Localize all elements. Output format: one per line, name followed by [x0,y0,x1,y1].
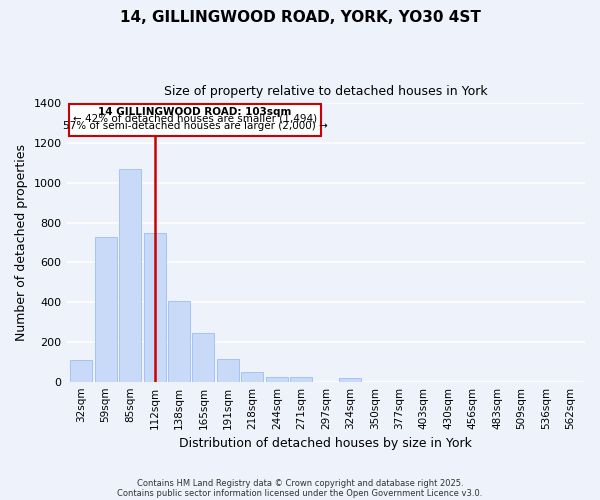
Bar [168,301,190,382]
Text: 57% of semi-detached houses are larger (2,000) →: 57% of semi-detached houses are larger (… [62,121,328,131]
Bar [241,372,263,382]
FancyBboxPatch shape [69,104,321,136]
Text: 14 GILLINGWOOD ROAD: 103sqm: 14 GILLINGWOOD ROAD: 103sqm [98,106,292,117]
Bar [119,169,141,382]
Text: 14, GILLINGWOOD ROAD, YORK, YO30 4ST: 14, GILLINGWOOD ROAD, YORK, YO30 4ST [119,10,481,25]
Bar [143,232,166,382]
Bar [193,333,214,382]
Bar [290,376,313,382]
Y-axis label: Number of detached properties: Number of detached properties [15,144,28,341]
X-axis label: Distribution of detached houses by size in York: Distribution of detached houses by size … [179,437,472,450]
Bar [70,360,92,382]
Text: Contains HM Land Registry data © Crown copyright and database right 2025.: Contains HM Land Registry data © Crown c… [137,478,463,488]
Bar [95,236,116,382]
Bar [217,359,239,382]
Bar [266,376,288,382]
Bar [339,378,361,382]
Title: Size of property relative to detached houses in York: Size of property relative to detached ho… [164,85,488,98]
Text: ← 42% of detached houses are smaller (1,494): ← 42% of detached houses are smaller (1,… [73,114,317,124]
Text: Contains public sector information licensed under the Open Government Licence v3: Contains public sector information licen… [118,488,482,498]
